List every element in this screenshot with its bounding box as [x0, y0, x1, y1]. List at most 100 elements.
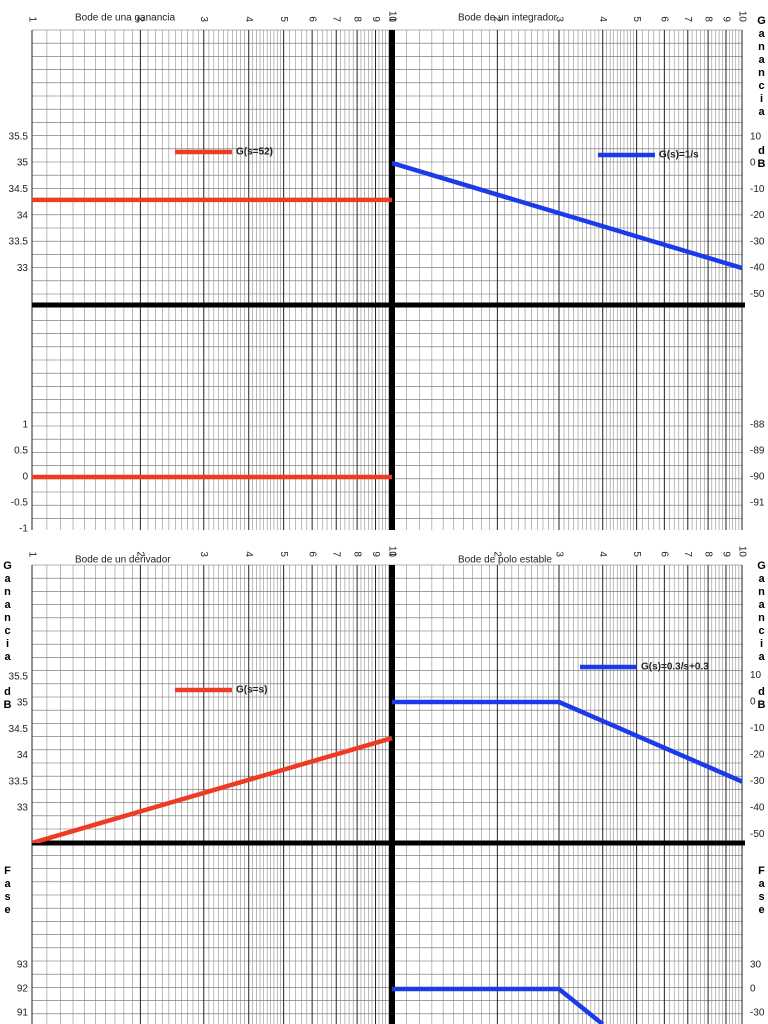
axis-title: dB [3, 686, 12, 711]
freq-label: 5 [278, 551, 289, 557]
y-tick-label: -30 [750, 236, 765, 247]
freq-label: 10 [736, 11, 747, 23]
freq-label: 1 [26, 16, 37, 22]
y-tick-label: 34 [17, 210, 29, 221]
freq-label: 7 [331, 16, 342, 22]
y-tick-label: -30 [750, 776, 765, 787]
y-tick-label: 1 [22, 420, 28, 431]
legend-label: G(s)=0.3/s+0.3 [641, 662, 709, 673]
bode-line [392, 160, 743, 271]
freq-label: 2 [492, 551, 503, 557]
y-tick-label: 91 [17, 1008, 29, 1019]
axis-title: Ganancia [757, 15, 766, 118]
y-tick-label: 33 [17, 263, 29, 274]
y-tick-label: -50 [750, 289, 765, 300]
y-tick-label: -50 [750, 829, 765, 840]
freq-label: 9 [370, 16, 381, 22]
y-tick-label: -89 [750, 445, 765, 456]
y-tick-label: 33 [17, 802, 29, 813]
bode-line [392, 986, 605, 1024]
freq-label: 7 [331, 551, 342, 557]
freq-label: 1 [386, 551, 397, 557]
freq-label: 6 [306, 16, 317, 22]
freq-label: 8 [351, 551, 362, 557]
y-tick-label: 35.5 [9, 671, 29, 682]
freq-label: 5 [278, 16, 289, 22]
y-tick-label: -40 [750, 263, 765, 274]
freq-label: 2 [492, 16, 503, 22]
freq-label: 3 [553, 551, 564, 557]
y-tick-label: 0 [22, 472, 28, 483]
freq-label: 8 [351, 16, 362, 22]
freq-label: 3 [198, 551, 209, 557]
bode-line [32, 735, 393, 843]
freq-label: 8 [702, 551, 713, 557]
axis-title: dB [757, 686, 766, 711]
freq-label: 10 [386, 546, 397, 558]
freq-label: 5 [631, 551, 642, 557]
y-tick-label: 0 [750, 984, 756, 995]
y-tick-label: 92 [17, 984, 29, 995]
freq-label: 6 [306, 551, 317, 557]
y-tick-label: 0.5 [14, 446, 28, 457]
panel-title: Bode de polo estable [458, 555, 552, 566]
bode-line [392, 699, 743, 784]
legend-label: G(s=52) [236, 147, 273, 158]
axis-title: dB [757, 145, 766, 170]
y-tick-label: -20 [750, 750, 765, 761]
y-tick-label: -10 [750, 723, 765, 734]
y-tick-label: -40 [750, 803, 765, 814]
y-tick-label: 10 [750, 131, 762, 142]
freq-label: 6 [659, 16, 670, 22]
freq-label: 4 [597, 16, 608, 22]
y-tick-label: 0 [750, 158, 756, 169]
y-tick-label: 33.5 [9, 237, 29, 248]
freq-label: 10 [736, 546, 747, 558]
freq-label: 9 [720, 16, 731, 22]
y-tick-label: 33.5 [9, 776, 29, 787]
freq-label: 9 [720, 551, 731, 557]
freq-label: 6 [659, 551, 670, 557]
freq-label: 3 [553, 16, 564, 22]
axis-title: Fase [758, 865, 765, 916]
panel-title: Bode de un integrador [458, 13, 558, 24]
y-tick-label: -20 [750, 210, 765, 221]
freq-label: 3 [198, 16, 209, 22]
freq-label: 4 [597, 551, 608, 557]
freq-label: 7 [682, 16, 693, 22]
y-tick-label: -10 [750, 184, 765, 195]
freq-label: 8 [702, 16, 713, 22]
y-tick-label: 93 [17, 960, 29, 971]
freq-label: 5 [631, 16, 642, 22]
freq-label: 7 [682, 551, 693, 557]
freq-label: 4 [243, 551, 254, 557]
legend-label: G(s)=1/s [659, 150, 699, 161]
legend-label: G(s=s) [236, 685, 267, 696]
y-tick-label: 30 [750, 960, 762, 971]
y-tick-label: 10 [750, 670, 762, 681]
y-tick-label: -0.5 [11, 498, 29, 509]
freq-label: 9 [370, 551, 381, 557]
y-tick-label: -91 [750, 498, 765, 509]
axis-title: Ganancia [757, 560, 766, 663]
freq-label: 4 [243, 16, 254, 22]
axis-title: Fase [4, 865, 11, 916]
y-tick-label: 34.5 [9, 184, 29, 195]
panel-title: Bode de una ganancia [75, 13, 176, 24]
freq-label: 10 [386, 11, 397, 23]
y-tick-label: 35.5 [9, 131, 29, 142]
axis-title: Ganancia [3, 560, 12, 663]
y-tick-label: 34 [17, 750, 29, 761]
y-tick-label: -30 [750, 1008, 765, 1019]
y-tick-label: 35 [17, 158, 29, 169]
y-tick-label: 34.5 [9, 724, 29, 735]
freq-label: 2 [135, 551, 146, 557]
y-tick-label: -1 [19, 524, 28, 535]
panel-title: Bode de un derivador [75, 555, 171, 566]
y-tick-label: -90 [750, 472, 765, 483]
y-tick-label: -88 [750, 419, 765, 430]
y-tick-label: 35 [17, 698, 29, 709]
y-tick-label: 0 [750, 697, 756, 708]
